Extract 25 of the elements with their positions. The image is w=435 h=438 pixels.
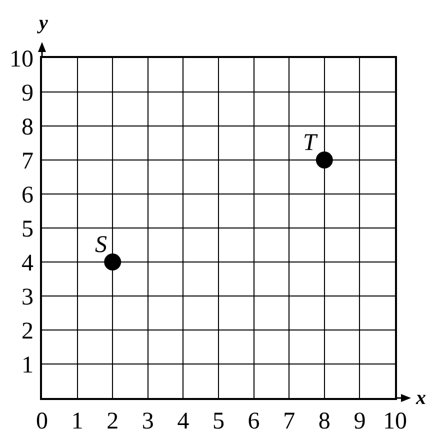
- annotation: S: [95, 232, 107, 258]
- x-tick-label: 4: [177, 408, 190, 435]
- x-tick-label: 1: [71, 408, 84, 435]
- x-axis-title: x: [415, 387, 426, 409]
- y-tick-label: 4: [21, 250, 34, 276]
- y-tick-label: 1: [21, 352, 34, 378]
- x-tick-label: 2: [106, 408, 119, 435]
- y-tick-label: 6: [21, 182, 34, 208]
- x-tick-label: 3: [142, 408, 154, 435]
- y-tick-label: 10: [9, 46, 34, 72]
- y-tick-label: 3: [21, 284, 34, 310]
- y-tick-label: 5: [21, 216, 34, 242]
- x-tick-label: 0: [36, 408, 48, 435]
- x-tick-label: 6: [248, 408, 260, 435]
- x-tick-label: 7: [283, 408, 296, 435]
- y-tick-label: 7: [21, 148, 34, 174]
- y-tick-label: 8: [21, 114, 34, 140]
- y-tick-label: 9: [21, 80, 34, 106]
- x-tick-label: 5: [212, 408, 224, 435]
- annotation: T: [303, 130, 318, 156]
- y-tick-label: 2: [21, 318, 34, 344]
- y-axis-title: y: [37, 12, 48, 34]
- x-tick-label: 8: [318, 408, 330, 435]
- x-tick-label: 9: [354, 408, 366, 435]
- x-tick-label: 10: [383, 408, 407, 435]
